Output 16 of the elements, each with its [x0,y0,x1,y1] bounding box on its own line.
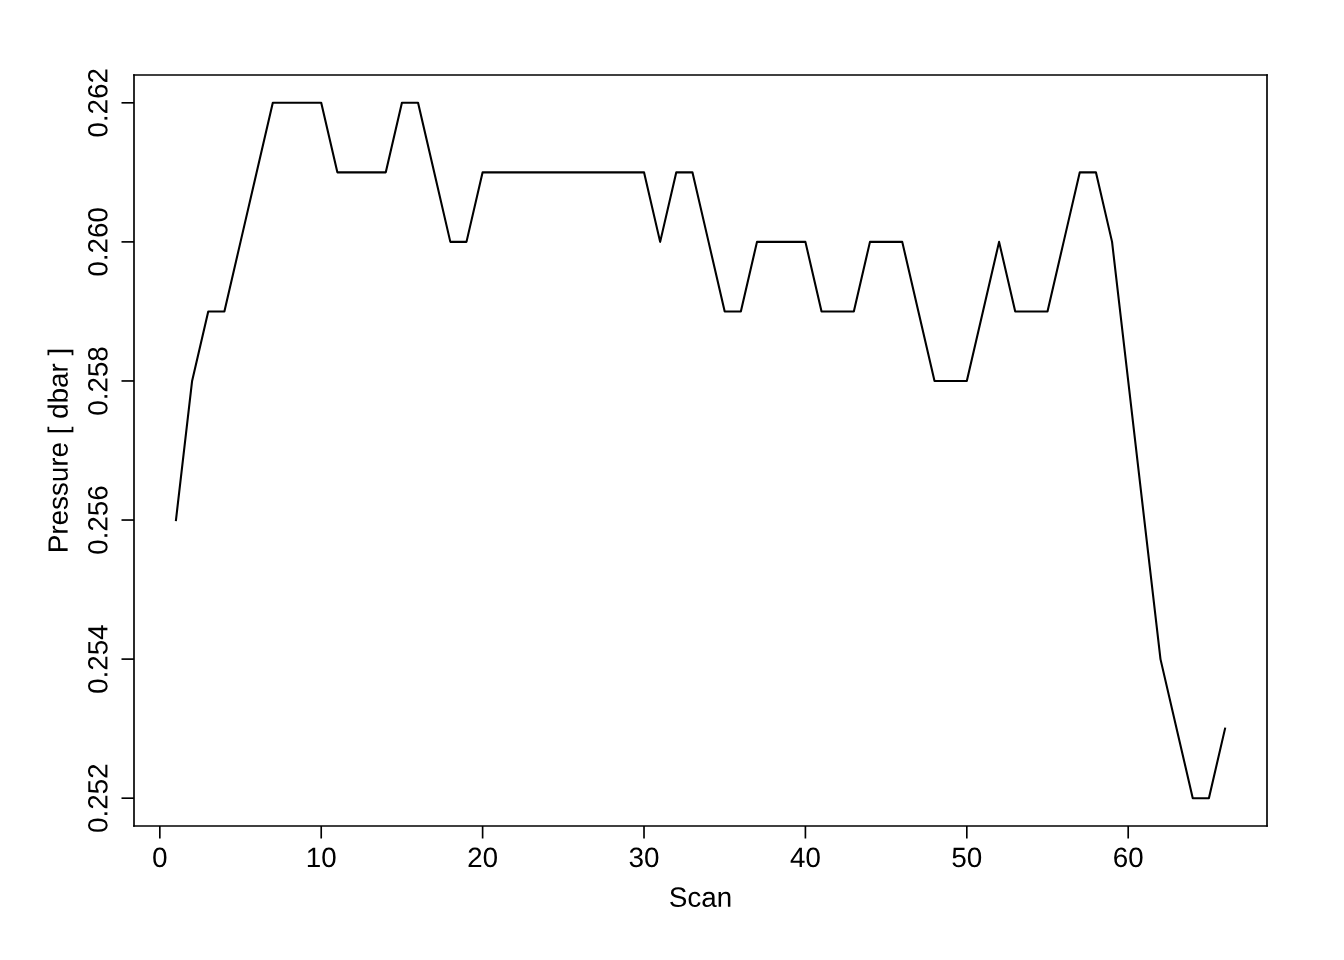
x-tick-label: 60 [1114,847,1143,868]
y-tick-label: 0.254 [88,625,108,693]
x-tick-label: 40 [790,847,820,868]
y-axis-title: Pressure [ dbar ] [47,349,74,551]
y-tick-label: 0.260 [88,208,108,276]
x-tick-label: 20 [468,847,497,868]
x-tick-label: 50 [952,847,982,868]
y-tick-label: 0.258 [88,347,108,415]
x-tick-label: 10 [307,847,336,868]
y-tick-label: 0.256 [88,486,108,554]
x-tick-label: 30 [629,847,659,868]
x-tick-label: 0 [153,847,167,868]
line-series [174,101,1227,800]
x-axis-title: Scan [670,887,731,908]
y-tick-label: 0.252 [88,764,108,832]
y-tick-label: 0.262 [88,69,108,137]
